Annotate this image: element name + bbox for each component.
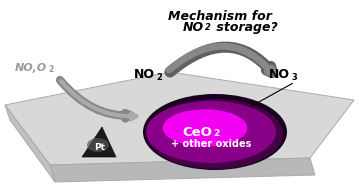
Text: NO,O: NO,O — [15, 63, 47, 73]
Polygon shape — [50, 158, 315, 182]
Ellipse shape — [143, 94, 287, 170]
Text: 2: 2 — [156, 73, 162, 81]
Text: + other oxides: + other oxides — [171, 139, 251, 149]
Text: 2: 2 — [205, 23, 211, 32]
Ellipse shape — [163, 109, 247, 147]
Text: CeO: CeO — [182, 125, 212, 139]
Polygon shape — [82, 127, 116, 157]
Text: 3: 3 — [291, 73, 297, 81]
Ellipse shape — [87, 138, 109, 152]
Ellipse shape — [146, 101, 276, 163]
Text: Mechanism for: Mechanism for — [168, 10, 272, 23]
Polygon shape — [5, 72, 354, 165]
Text: NO: NO — [269, 68, 290, 81]
Text: Pt: Pt — [94, 143, 106, 152]
Text: 2: 2 — [213, 129, 219, 139]
Polygon shape — [5, 105, 55, 182]
Text: NO: NO — [183, 21, 204, 34]
Text: NO: NO — [134, 68, 155, 81]
Text: 2: 2 — [48, 66, 53, 74]
Text: storage?: storage? — [212, 21, 278, 34]
Ellipse shape — [147, 99, 283, 169]
